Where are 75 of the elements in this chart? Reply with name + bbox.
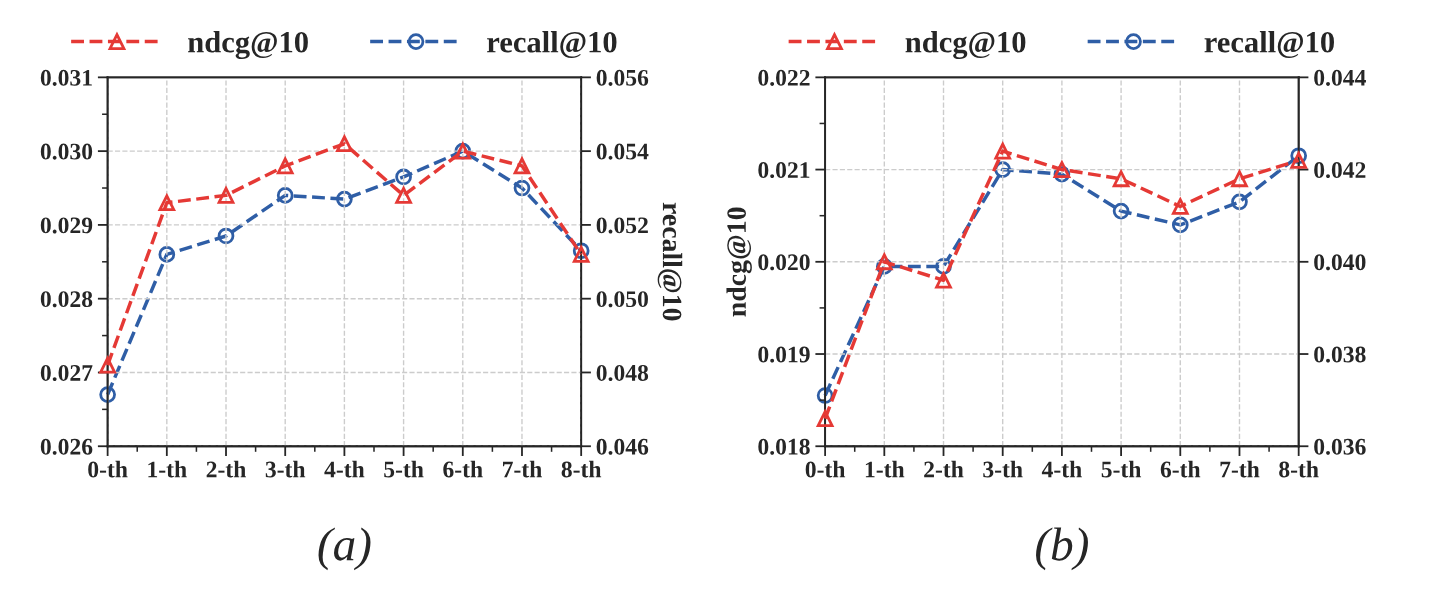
point	[217, 187, 235, 204]
x-tick-label: 3-th	[265, 460, 306, 478]
y-axis-title: ndcg@10	[726, 207, 752, 317]
x-tick-label: 4-th	[1041, 460, 1082, 478]
y-tick-label: 0.028	[40, 291, 93, 308]
x-tick-label: 3-th	[983, 460, 1023, 478]
y-tick-label: 0.022	[758, 69, 810, 86]
point	[336, 190, 353, 208]
x-tick-label: 6-th	[1160, 460, 1201, 478]
y-tick-label: 0.019	[758, 346, 810, 363]
y2-tick-label: 0.048	[596, 364, 649, 381]
point	[395, 187, 412, 204]
x-tick-label: 2-th	[206, 460, 246, 478]
y2-axis-title: recall@10	[657, 202, 683, 321]
y-tick-label: 0.018	[758, 438, 810, 455]
x-tick-label: 8-th	[1279, 460, 1319, 478]
y2-tick-label: 0.046	[596, 438, 649, 455]
y2-tick-label: 0.042	[1314, 162, 1366, 179]
point	[1171, 216, 1189, 234]
point	[572, 246, 590, 263]
x-tick-label: 6-th	[443, 460, 483, 478]
point	[816, 410, 834, 427]
text: (b)	[1036, 527, 1088, 571]
point	[99, 356, 116, 374]
point	[935, 271, 952, 289]
x-tick-label: 7-th	[503, 460, 542, 478]
legend-label: ndcg@10	[905, 31, 1026, 60]
y-tick-label: 0.027	[40, 364, 93, 381]
legend-label: recall@10	[1204, 31, 1334, 59]
x-tick-label: 4-th	[324, 460, 365, 478]
y-tick-label: 0.021	[758, 162, 810, 179]
legend-label: recall@10	[487, 31, 617, 59]
point	[158, 194, 176, 212]
x-tick-label: 1-th	[148, 460, 187, 478]
x-tick-label: 1-th	[865, 460, 905, 478]
text: (a)	[318, 527, 371, 571]
y-tick-label: 0.030	[40, 143, 93, 160]
y-tick-label: 0.020	[758, 254, 810, 271]
y2-tick-label: 0.052	[596, 217, 648, 234]
point	[276, 187, 294, 204]
x-tick-label: 5-th	[384, 460, 424, 478]
x-tick-label: 7-th	[1220, 460, 1260, 478]
y2-tick-label: 0.044	[1314, 69, 1366, 86]
point	[395, 168, 412, 186]
y2-tick-label: 0.050	[596, 291, 648, 308]
x-tick-label: 5-th	[1101, 460, 1142, 478]
y-tick-label: 0.029	[40, 217, 93, 234]
x-tick-label: 2-th	[924, 460, 964, 478]
point	[336, 135, 353, 153]
x-tick-label: 0-th	[88, 460, 128, 478]
point	[1053, 161, 1071, 178]
point	[99, 386, 116, 403]
y2-tick-label: 0.036	[1314, 438, 1366, 455]
point	[1231, 170, 1248, 188]
point	[1290, 152, 1308, 169]
y-tick-label: 0.031	[40, 69, 92, 86]
legend-label: ndcg@10	[188, 31, 308, 60]
point	[276, 157, 294, 175]
point	[875, 253, 893, 271]
y2-tick-label: 0.056	[596, 69, 649, 86]
y2-tick-label: 0.038	[1314, 346, 1366, 363]
y2-tick-label: 0.040	[1314, 254, 1366, 271]
x-tick-label: 8-th	[561, 460, 602, 478]
y2-tick-label: 0.054	[596, 143, 649, 160]
point	[513, 179, 531, 197]
point	[217, 227, 235, 245]
point	[994, 142, 1012, 160]
x-tick-label: 0-th	[805, 460, 846, 478]
point	[1171, 198, 1189, 215]
point	[1112, 202, 1130, 220]
point	[513, 157, 531, 175]
point	[1231, 193, 1248, 211]
y-tick-label: 0.026	[40, 438, 93, 455]
point	[158, 246, 176, 263]
point	[1112, 170, 1130, 188]
